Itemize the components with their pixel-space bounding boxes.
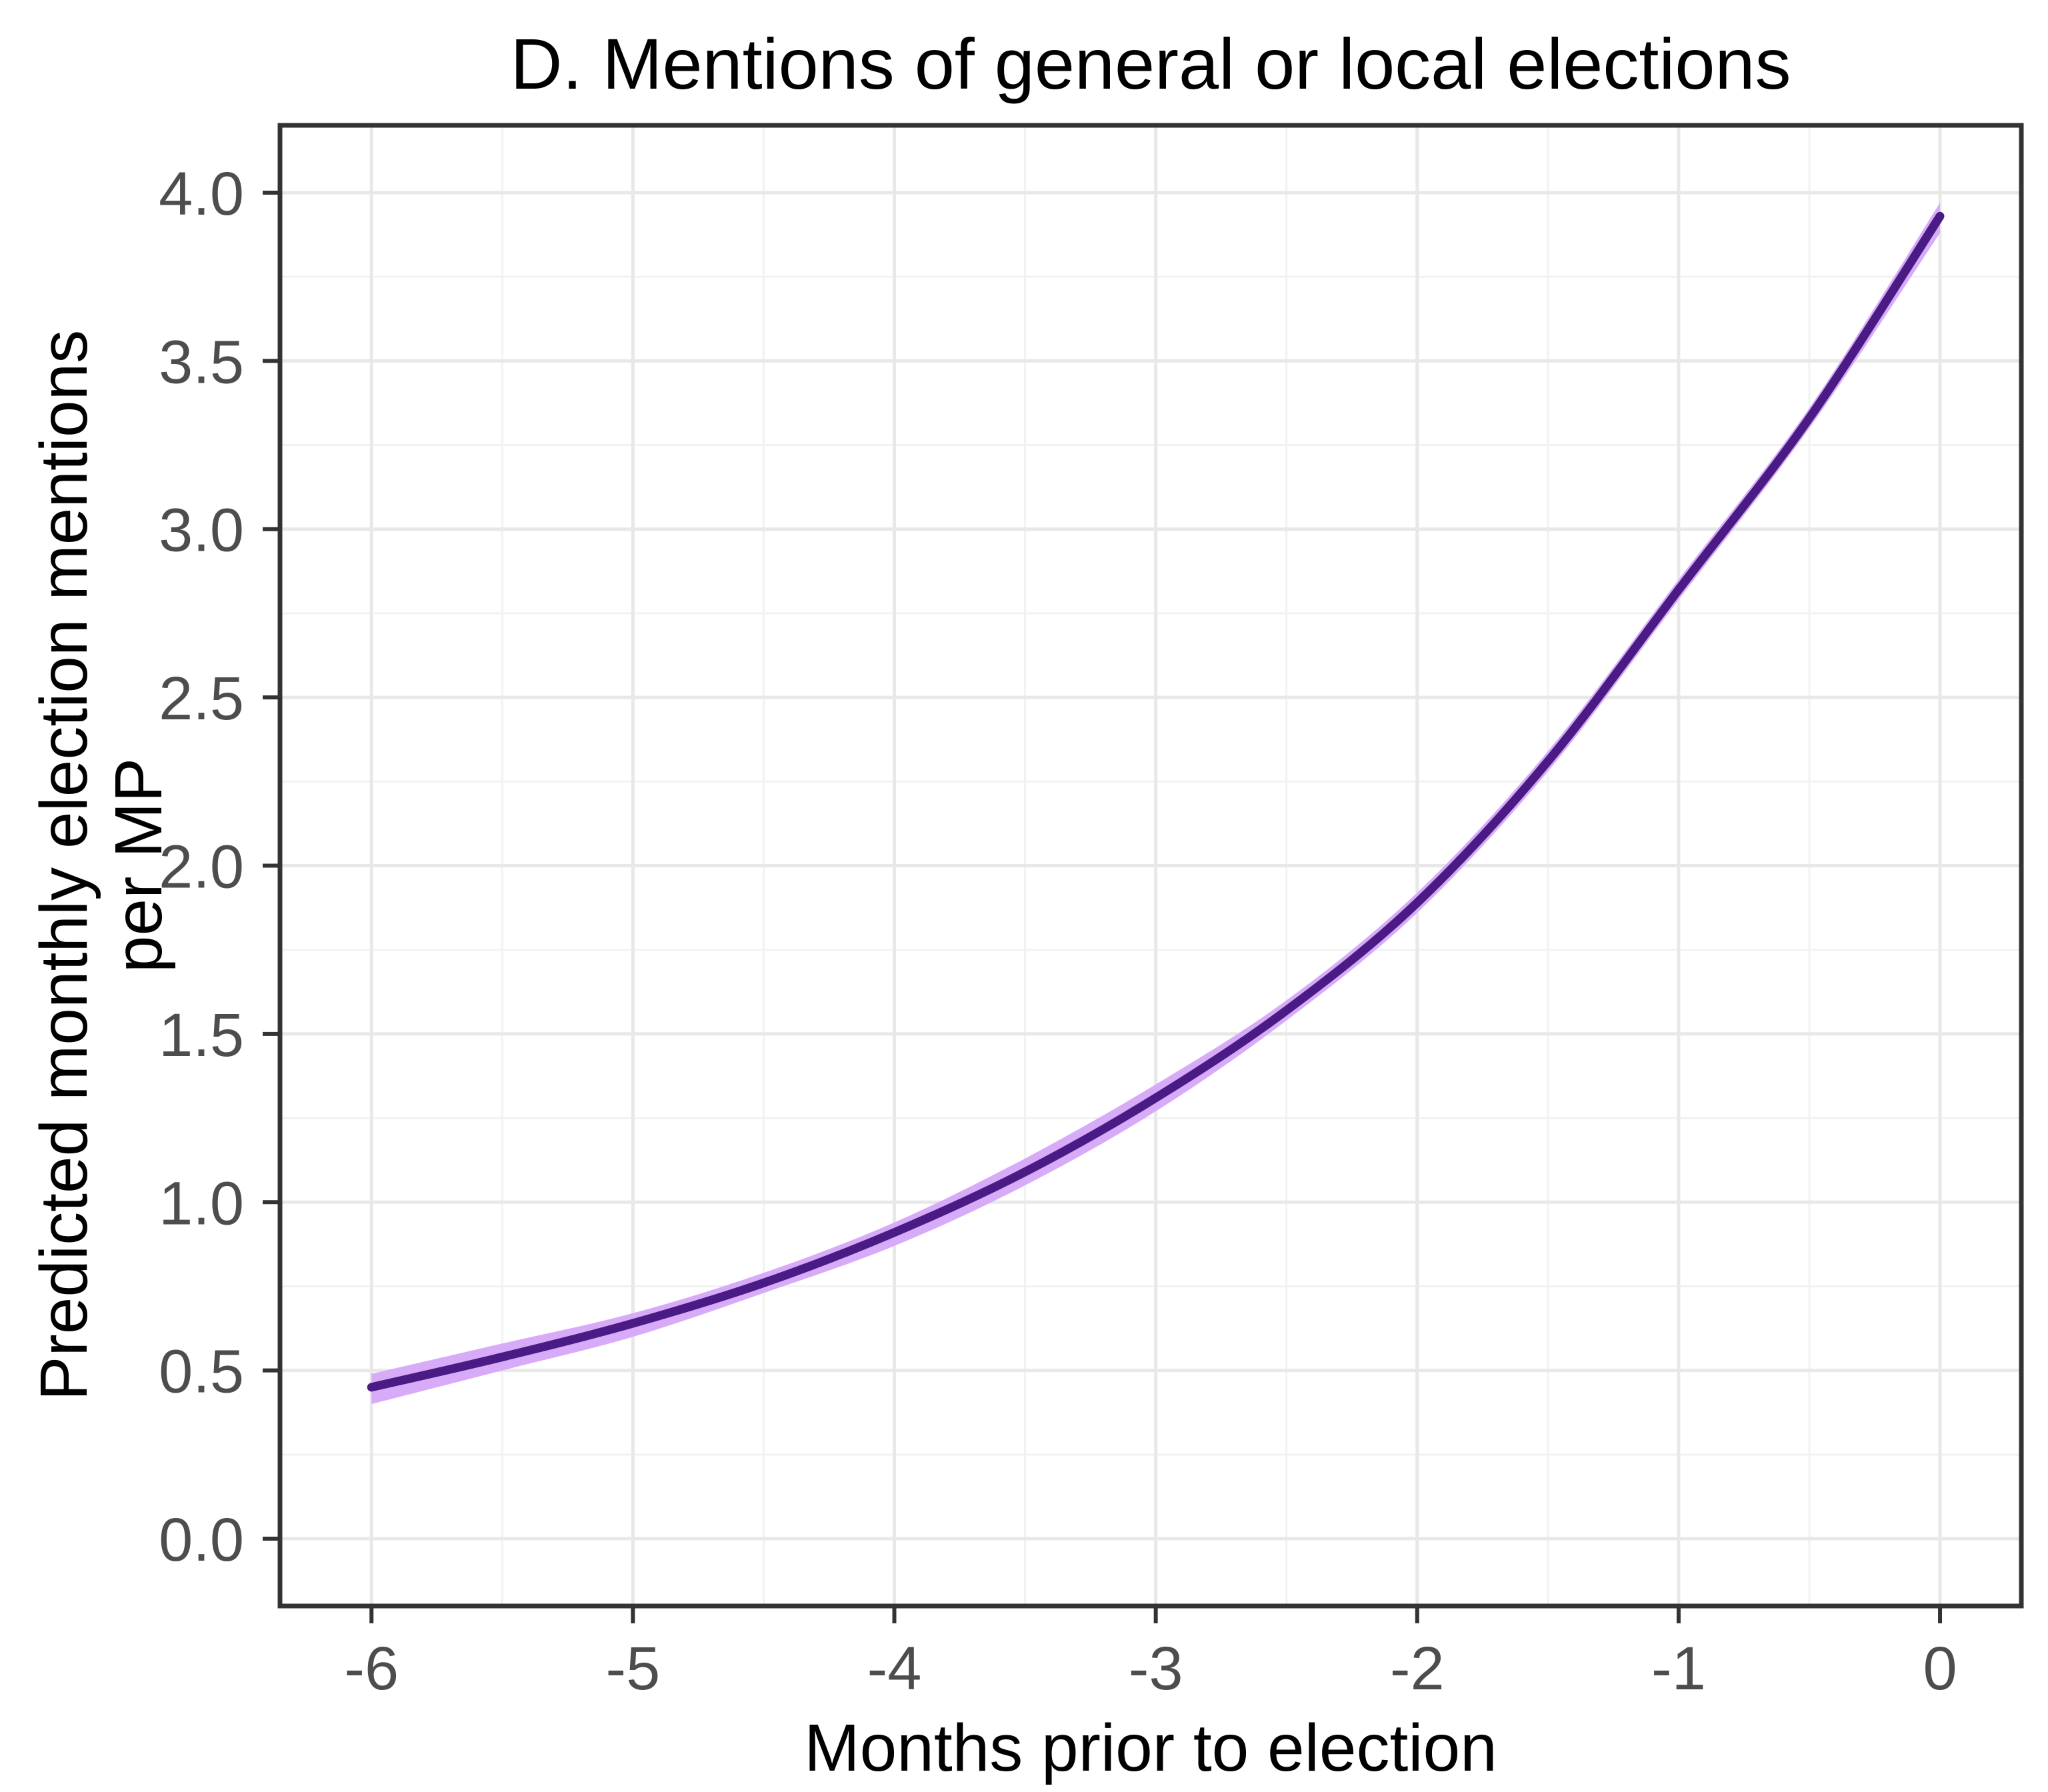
y-tick-label: 1.0	[159, 1169, 244, 1237]
x-axis-title: Months prior to election	[804, 1711, 1497, 1785]
x-tick-label: -6	[344, 1635, 399, 1703]
y-tick-label: 4.0	[159, 160, 244, 228]
y-axis-title-line2: per MP	[101, 758, 176, 973]
gridlines-major	[280, 125, 2021, 1606]
y-tick-label: 2.0	[159, 833, 244, 901]
y-tick-label: 3.0	[159, 497, 244, 565]
y-tick-label: 2.5	[159, 665, 244, 733]
x-tick-label: -5	[605, 1635, 660, 1703]
y-tick-label: 0.5	[159, 1338, 244, 1406]
x-tick-label: -1	[1651, 1635, 1706, 1703]
x-tick-label: 0	[1923, 1635, 1957, 1703]
prediction-curve	[367, 211, 1945, 1392]
prediction-line	[367, 211, 1945, 1392]
x-tick-label: -2	[1390, 1635, 1445, 1703]
x-tick-label: -3	[1129, 1635, 1183, 1703]
axis-tick-marks	[263, 190, 1943, 1623]
y-axis-title-line1: Predicted monthly election mentions	[27, 330, 101, 1401]
x-tick-label: -4	[867, 1635, 922, 1703]
y-tick-labels: 0.0 0.5 1.0 1.5 2.0 2.5 3.0 3.5 4.0	[159, 160, 244, 1574]
y-tick-label: 3.5	[159, 328, 244, 396]
x-tick-labels: -6 -5 -4 -3 -2 -1 0	[344, 1635, 1957, 1703]
y-tick-label: 1.5	[159, 1001, 244, 1069]
y-tick-label: 0.0	[159, 1506, 244, 1574]
chart-title: D. Mentions of general or local election…	[510, 23, 1791, 104]
